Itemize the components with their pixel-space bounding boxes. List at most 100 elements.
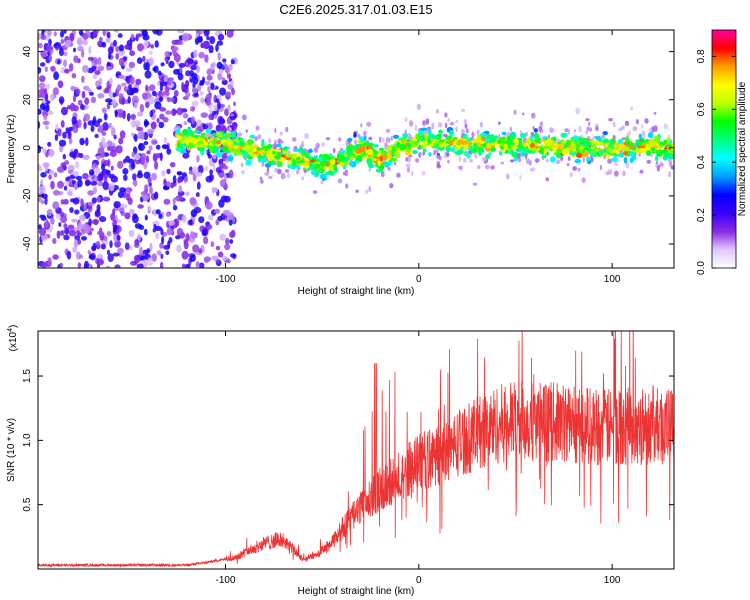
heatmap-cell: [466, 153, 471, 159]
heatmap-cell: [85, 30, 90, 34]
heatmap-cell: [126, 88, 134, 96]
heatmap-cell: [132, 173, 137, 181]
heatmap-cell: [69, 32, 75, 42]
heatmap-cell: [355, 144, 361, 149]
heatmap-cell: [129, 76, 135, 85]
heatmap-cell: [217, 52, 221, 61]
heatmap-cell: [233, 141, 241, 146]
heatmap-cell: [336, 156, 344, 162]
heatmap-cell: [210, 241, 215, 248]
heatmap-cell: [60, 120, 65, 128]
heatmap-cell: [84, 224, 91, 234]
heatmap-cell: [534, 158, 540, 163]
heatmap-cell: [173, 53, 181, 62]
heatmap-cell: [94, 70, 101, 76]
heatmap-cell: [307, 149, 313, 153]
heatmap-cell: [461, 138, 468, 142]
heatmap-cell: [555, 159, 561, 165]
heatmap-cell: [509, 126, 512, 132]
heatmap-cell: [523, 147, 529, 152]
heatmap-cell: [90, 125, 95, 132]
heatmap-cell: [476, 141, 482, 147]
heatmap-cell: [241, 170, 245, 175]
heatmap-cell: [151, 173, 158, 181]
heatmap-cell: [55, 123, 59, 131]
heatmap-cell: [118, 137, 124, 145]
heatmap-cell: [205, 99, 212, 106]
heatmap-cell: [143, 40, 149, 47]
heatmap-cell: [287, 146, 291, 151]
heatmap-cell: [355, 148, 362, 155]
heatmap-cell: [422, 148, 427, 153]
heatmap-cell: [230, 253, 237, 258]
heatmap-cell: [322, 154, 330, 160]
heatmap-cell: [143, 161, 148, 170]
heatmap-cell: [109, 77, 113, 85]
heatmap-cell: [135, 78, 142, 86]
heatmap-cell: [92, 242, 97, 251]
heatmap-cell: [45, 219, 49, 228]
heatmap-cell: [219, 233, 227, 241]
heatmap-cell: [130, 161, 136, 170]
heatmap-cell: [415, 158, 420, 163]
heatmap-cell: [337, 178, 343, 184]
heatmap-cell: [38, 163, 42, 172]
heatmap-cell: [161, 236, 165, 245]
heatmap-cell: [393, 161, 397, 166]
heatmap-cell: [154, 161, 159, 170]
heatmap-cell: [368, 136, 373, 141]
heatmap-cell: [191, 87, 198, 94]
heatmap-cell: [630, 106, 634, 111]
heatmap-cell: [345, 183, 349, 189]
heatmap-cell: [217, 251, 224, 258]
heatmap-cell: [46, 44, 53, 53]
heatmap-cell: [338, 137, 342, 142]
heatmap-cell: [245, 159, 252, 166]
heatmap-cell: [131, 151, 136, 158]
heatmap-cell: [96, 204, 101, 212]
heatmap-cell: [318, 167, 325, 174]
heatmap-cell: [101, 107, 107, 114]
heatmap-cell: [588, 150, 596, 154]
heatmap-cell: [397, 141, 401, 148]
heatmap-cell: [92, 186, 97, 195]
heatmap-cell: [217, 33, 225, 41]
heatmap-cell: [582, 151, 589, 157]
heatmap-cell: [606, 147, 613, 152]
heatmap-cell: [120, 82, 127, 87]
heatmap-cell: [455, 120, 459, 124]
heatmap-cell: [586, 126, 590, 132]
heatmap-cell: [106, 230, 112, 237]
heatmap-cell: [216, 101, 221, 110]
heatmap-cell: [574, 158, 581, 164]
heatmap-cell: [183, 121, 188, 126]
heatmap-cell: [181, 81, 185, 90]
heatmap-cell: [39, 214, 46, 219]
heatmap-cell: [285, 126, 289, 133]
heatmap-cell: [218, 162, 227, 169]
heatmap-cell: [366, 158, 373, 164]
heatmap-cell: [175, 133, 180, 138]
heatmap-cell: [670, 165, 674, 170]
heatmap-cell: [515, 139, 519, 146]
heatmap-cell: [206, 68, 212, 76]
heatmap-cell: [438, 142, 444, 149]
heatmap-cell: [117, 33, 123, 38]
heatmap-cell: [216, 138, 221, 142]
heatmap-cell: [82, 32, 89, 40]
heatmap-cell: [164, 56, 168, 62]
heatmap-cell: [509, 159, 515, 163]
colorbar-scale: [711, 29, 737, 269]
heatmap-cell: [499, 136, 507, 141]
heatmap-cell: [355, 189, 360, 193]
heatmap-cell: [307, 156, 314, 161]
heatmap-cell: [61, 106, 68, 116]
heatmap-cell: [590, 139, 595, 146]
heatmap-cell: [84, 97, 90, 105]
heatmap-cell: [224, 243, 231, 251]
heatmap-cell: [175, 128, 181, 135]
heatmap-cell: [264, 163, 271, 168]
heatmap-cell: [125, 193, 131, 201]
heatmap-cell: [663, 139, 667, 145]
heatmap-cell: [411, 138, 418, 142]
